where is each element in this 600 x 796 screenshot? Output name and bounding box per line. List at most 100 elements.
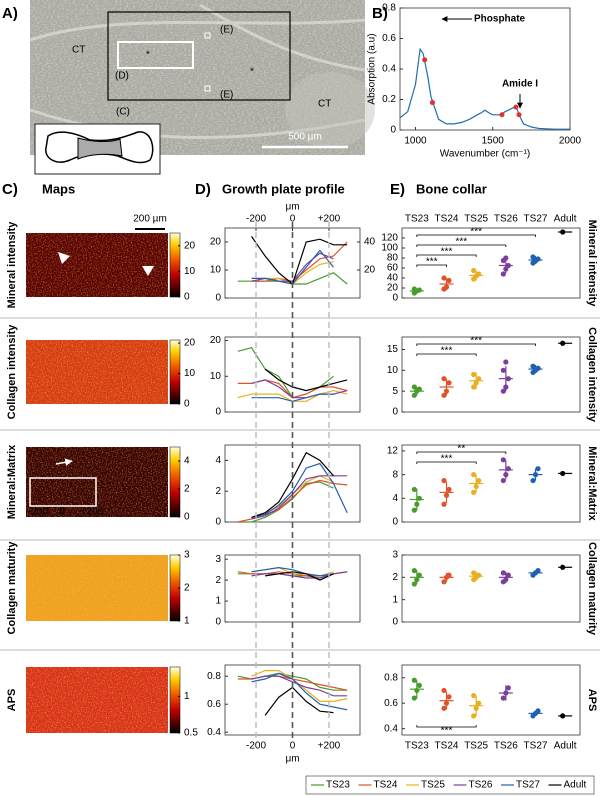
data-point [500,570,506,576]
overlay-label: 0 [59,507,65,518]
panel-label: E) [390,181,405,198]
micrograph-label: * [250,67,254,78]
series-line [251,566,334,577]
colorbar-tick-label: 10 [184,368,196,379]
data-point [535,256,541,262]
plot-frame [401,227,581,299]
y-tick-label: 10 [210,265,222,276]
data-point [441,579,447,585]
y-tick-label: 0 [390,125,396,136]
map-row-label: Mineral intensity [6,221,18,309]
overlay-label: -200 [28,507,48,518]
series-line [251,672,348,711]
series-line [399,47,570,130]
x-tick-label: 1500 [482,136,505,147]
significance-label: *** [455,237,467,248]
colorbar-tick-label: 1 [184,691,190,702]
micrograph-label: CT [72,45,85,56]
legend-label: TS26 [469,780,493,791]
plot-frame [401,664,581,736]
map-texture [26,667,168,733]
colorbar-tick-label: 4 [184,456,190,467]
y-tick-label: 5 [392,386,398,397]
data-point [411,695,417,701]
data-point [471,713,477,719]
series-line [251,236,348,286]
colorbar-tick-label: 0 [184,399,190,410]
colorbar [169,666,181,734]
data-point [416,682,422,688]
panel-title: Bone collar [416,181,487,196]
significance-label: ** [457,444,465,455]
y-tick-label: 60 [387,263,399,274]
y-tick-label: 0.6 [382,33,396,44]
data-point [535,708,541,714]
bone-region [77,137,123,160]
y-tick-label: 40 [387,273,399,284]
significance-bracket [416,254,477,257]
x-tick-label: +200 [318,741,341,752]
y-tick-label: 0.4 [384,723,398,734]
x-tick-label: TS27 [524,741,548,752]
data-point [446,277,452,284]
y-tick-label: 0 [392,293,398,304]
y-tick-label: 15 [387,344,399,355]
data-point [500,695,506,701]
y-tick-label: 0 [392,617,398,628]
x-axis-label: Wavenumber (cm⁻¹) [440,149,530,160]
x-tick-label: Adult [554,214,577,225]
scale-bar-label: 500 µm [288,132,322,143]
panel-title: Growth plate profile [222,181,345,196]
colorbar [169,339,181,405]
data-point [535,568,541,574]
x-axis-label: μm [285,202,299,213]
series-line [251,475,348,520]
data-point [500,271,506,277]
panel-label: D) [195,181,211,198]
series-line [251,393,334,402]
map-row-label: APS [6,689,18,712]
y2-tick-label: 40 [364,237,376,248]
y-tick-label: 3 [392,550,398,561]
y-tick-label: 0 [215,407,221,418]
colorbar-tick-label: 10 [184,266,196,277]
data-point [500,388,506,394]
data-point [530,477,536,484]
data-point [411,286,417,292]
significance-bracket [416,264,447,267]
x-tick-label: TS26 [494,741,518,752]
y-tick-label: 12 [387,446,399,457]
profile-box [29,477,97,507]
data-point [441,687,447,694]
x-tick-label: 2000 [559,136,582,147]
micrograph-label: CT [318,99,331,110]
y-tick-label: 0 [392,407,398,418]
y-axis-label: Absorption (a.u) [367,33,378,104]
y-tick-label: 20 [210,335,222,346]
significance-label: *** [426,257,438,268]
y-tick-label: 4 [215,455,221,466]
map-scale-label: 200 µm [133,214,167,225]
x-tick-label: 0 [290,741,296,752]
plot-frame [401,336,581,413]
micrograph-label: (D) [115,71,129,82]
x-tick-label: TS26 [494,214,518,225]
spectrum-marker [429,100,435,106]
roi-box [107,11,291,101]
spectrum-marker [516,112,522,118]
map-texture [26,555,168,621]
data-point [476,572,482,578]
row-label: Collagen maturity [586,542,598,636]
micrograph: 500 µm [29,0,375,155]
y-tick-label: 2 [215,486,221,497]
y-tick-label: 0.8 [382,3,396,14]
legend-label: Adult [564,780,587,791]
profile-box [117,41,194,69]
cartilage [285,72,375,148]
y-tick-label: 1 [215,596,221,607]
arrow [55,458,73,466]
data-point [505,685,511,691]
data-point [476,376,482,382]
data-point [411,581,417,587]
